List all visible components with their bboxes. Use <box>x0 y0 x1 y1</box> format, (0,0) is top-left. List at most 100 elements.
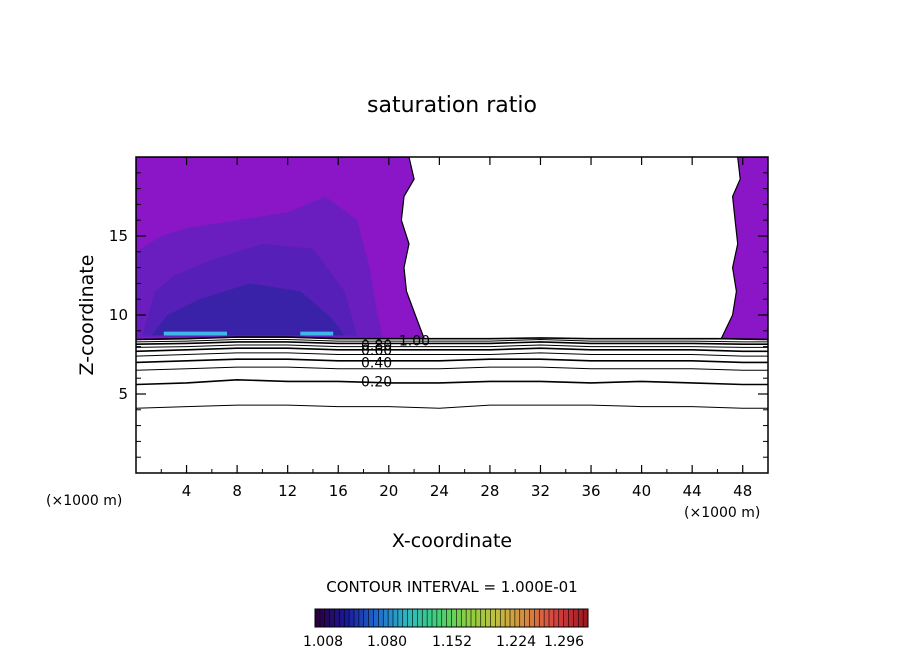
colorbar-cell <box>358 609 365 627</box>
colorbar-cell <box>461 609 467 627</box>
y-tick-label: 15 <box>109 227 128 245</box>
colorbar-tick-label: 1.080 <box>367 634 407 650</box>
shaded-regions <box>136 157 768 341</box>
contour-labels: 1.00 0.800.600.40 0.20 <box>361 333 430 390</box>
colorbar-cell <box>544 609 550 627</box>
contour-line <box>136 341 768 345</box>
colorbar-cell <box>456 609 462 627</box>
colorbar-cell <box>344 609 350 627</box>
colorbar-cell <box>378 609 384 627</box>
colorbar-cell <box>417 609 423 627</box>
colorbar-cell <box>388 609 394 627</box>
shaded-region-supersaturated-right <box>720 157 768 341</box>
colorbar-cell <box>578 609 584 627</box>
contour-line <box>136 347 768 353</box>
colorbar-cell <box>553 609 560 627</box>
colorbar-cell <box>324 609 330 627</box>
contour-line <box>136 366 768 371</box>
colorbar-cell <box>471 609 477 627</box>
colorbar-cell <box>363 609 369 627</box>
colorbar-cell <box>495 609 501 627</box>
colorbar-cell <box>427 609 433 627</box>
colorbar-cell <box>480 609 486 627</box>
colorbar-cell <box>466 609 472 627</box>
colorbar-cell <box>432 609 438 627</box>
x-tick-label: 36 <box>581 482 600 500</box>
colorbar-cell <box>563 609 569 627</box>
y-axis-label: Z-coordinate <box>76 255 98 376</box>
contour-label: 1.00 <box>399 333 430 349</box>
colorbar-cell <box>505 609 511 627</box>
x-tick-label: 8 <box>232 482 242 500</box>
x-tick-label: 44 <box>683 482 702 500</box>
colorbar-cell <box>334 609 340 627</box>
colorbar-cell <box>539 609 545 627</box>
colorbar-cell <box>524 609 530 627</box>
shaded-region-cyan-streak-2 <box>300 331 334 336</box>
colorbar-cell <box>519 609 525 627</box>
contour-line <box>136 338 768 343</box>
chart-title: saturation ratio <box>367 93 537 118</box>
colorbar-cell <box>383 609 389 627</box>
y-tick-label: 5 <box>118 385 128 403</box>
colorbar-cell <box>315 609 321 627</box>
colorbar-cell <box>558 609 564 627</box>
colorbar-cell <box>451 609 457 627</box>
colorbar-cell <box>441 609 447 627</box>
colorbar-cell <box>568 609 574 627</box>
x-tick-label: 40 <box>632 482 651 500</box>
colorbar-tick-label: 1.296 <box>544 634 584 650</box>
colorbar-cell <box>319 609 326 627</box>
contour-interval-text: CONTOUR INTERVAL = 1.000E-01 <box>326 578 577 596</box>
contour-line <box>136 378 768 386</box>
x-tick-label: 24 <box>430 482 449 500</box>
colorbar-cell <box>368 609 374 627</box>
colorbar-cell <box>329 609 335 627</box>
colorbar-tick-label: 1.224 <box>496 634 536 650</box>
colorbar-cell <box>412 609 418 627</box>
colorbar-cell <box>436 609 443 627</box>
x-tick-label: 4 <box>182 482 192 500</box>
colorbar-cell <box>510 609 516 627</box>
contour-line <box>136 336 768 341</box>
colorbar-frame <box>314 608 589 628</box>
x-axis-label: X-coordinate <box>392 530 512 552</box>
colorbar-cell <box>393 609 399 627</box>
colorbar-cell <box>485 609 491 627</box>
colorbar-cell <box>529 609 535 627</box>
colorbar-cell <box>573 609 579 627</box>
x-tick-label: 28 <box>480 482 499 500</box>
colorbar-cell <box>534 609 540 627</box>
contour-line <box>136 358 768 364</box>
colorbar-cell <box>446 609 452 627</box>
x-tick-label: 48 <box>733 482 752 500</box>
colorbar-tick-label: 1.152 <box>432 634 472 650</box>
colorbar-cell <box>549 609 555 627</box>
contour-line <box>136 344 768 348</box>
colorbar-cell <box>349 609 355 627</box>
x-tick-label: 16 <box>329 482 348 500</box>
colorbar-cell <box>514 609 521 627</box>
contour-label: 0.80 <box>361 338 392 354</box>
shaded-region-cyan-streak-1 <box>163 331 227 336</box>
colorbar-cell <box>490 609 496 627</box>
x-tick-label: 32 <box>531 482 550 500</box>
y-tick-label: 10 <box>109 306 128 324</box>
contour-line <box>136 404 768 409</box>
colorbar-cell <box>339 609 345 627</box>
colorbar-cell <box>500 609 506 627</box>
colorbar-cell <box>373 609 379 627</box>
contour-label: 0.60 <box>361 343 392 359</box>
x-tick-label: 12 <box>278 482 297 500</box>
colorbar-cell <box>422 609 428 627</box>
colorbar-cell <box>397 609 404 627</box>
contour-lines <box>136 336 768 409</box>
contour-label: 0.40 <box>361 355 392 371</box>
x-tick-label: 20 <box>379 482 398 500</box>
colorbar-cell <box>583 609 589 627</box>
colorbar-cell <box>475 609 482 627</box>
colorbar-cell <box>402 609 408 627</box>
x-unit-right-label: (×1000 m) <box>684 505 760 521</box>
